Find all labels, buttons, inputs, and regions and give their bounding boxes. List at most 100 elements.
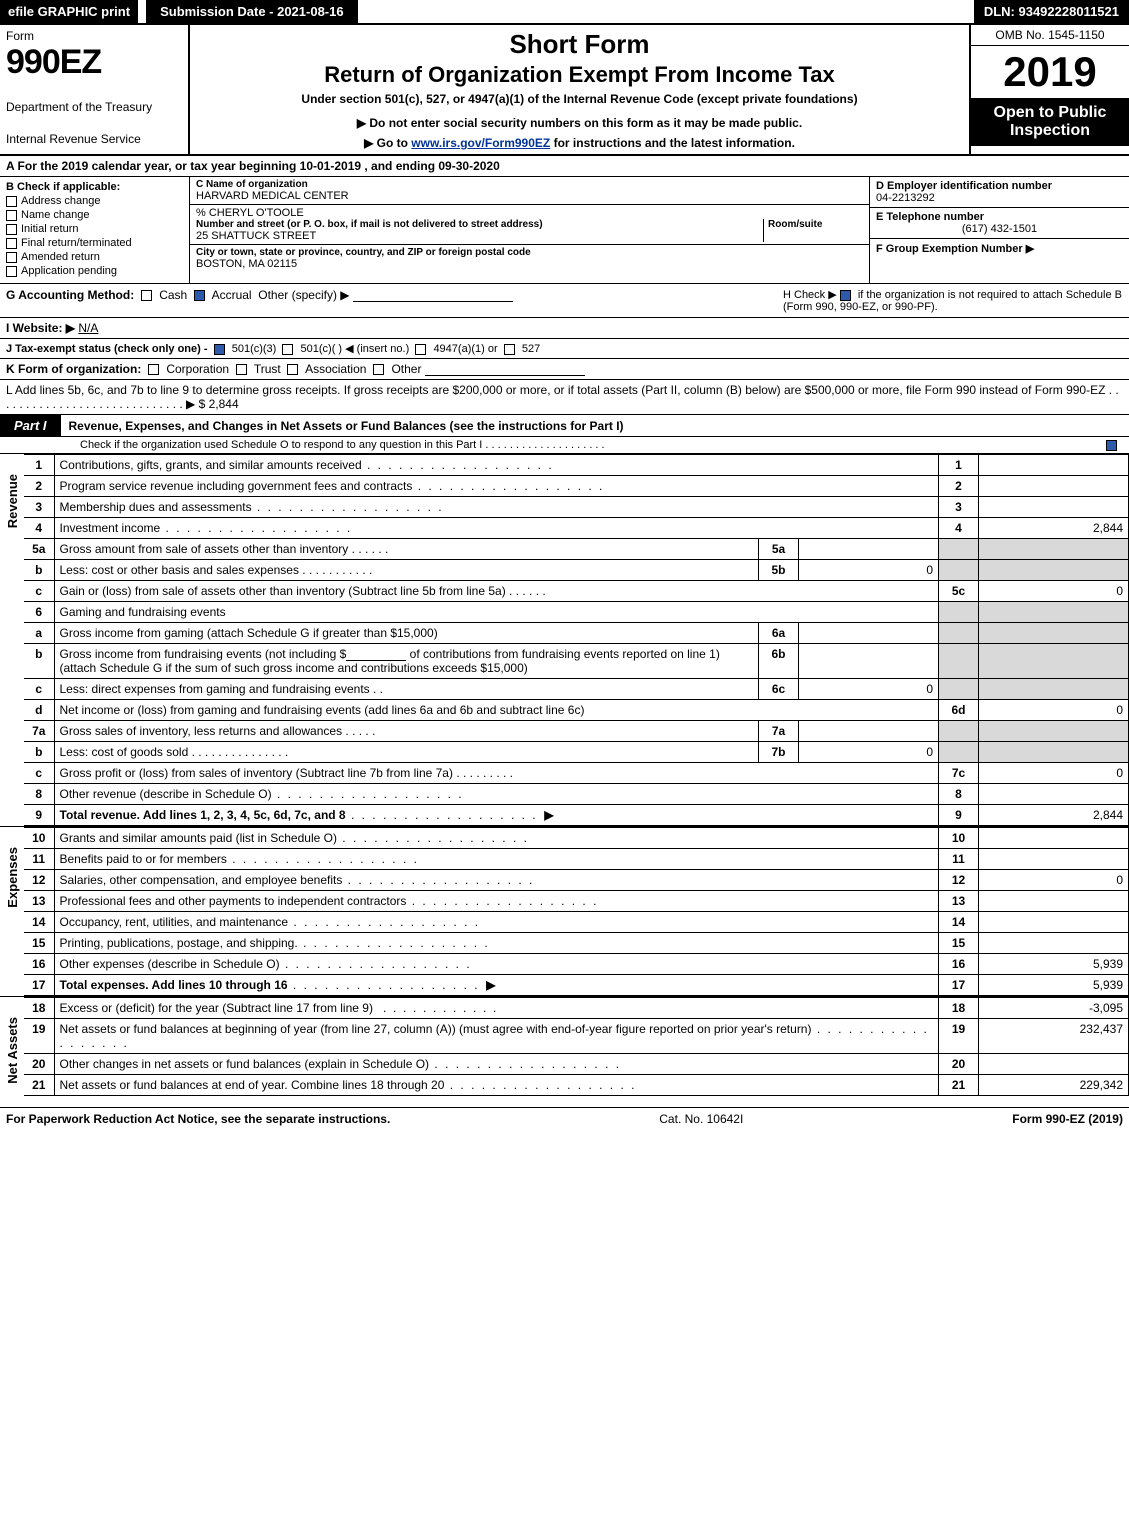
line-5a: 5aGross amount from sale of assets other…	[24, 539, 1129, 560]
line-7b: bLess: cost of goods sold . . . . . . . …	[24, 742, 1129, 763]
open-to-public: Open to Public Inspection	[971, 98, 1129, 146]
line-14: 14Occupancy, rent, utilities, and mainte…	[24, 912, 1129, 933]
chk-application-pending[interactable]: Application pending	[6, 265, 183, 277]
city-label: City or town, state or province, country…	[196, 247, 863, 258]
j-opt4: 527	[522, 343, 540, 355]
part1-header: Part I Revenue, Expenses, and Changes in…	[0, 415, 1129, 437]
line-7a: 7aGross sales of inventory, less returns…	[24, 721, 1129, 742]
instructions-link-row: ▶ Go to www.irs.gov/Form990EZ for instru…	[200, 136, 959, 150]
section-k: K Form of organization: Corporation Trus…	[0, 359, 1129, 380]
line-9: 9Total revenue. Add lines 1, 2, 3, 4, 5c…	[24, 805, 1129, 826]
chk-label: Address change	[21, 195, 101, 207]
line-8: 8Other revenue (describe in Schedule O)8	[24, 784, 1129, 805]
dept-irs: Internal Revenue Service	[6, 132, 182, 146]
dln: DLN: 93492228011521	[974, 0, 1129, 23]
chk-corp[interactable]	[148, 364, 159, 375]
omb-number: OMB No. 1545-1150	[971, 25, 1129, 46]
chk-schedule-o[interactable]	[1106, 440, 1117, 451]
chk-4947[interactable]	[415, 344, 426, 355]
line-2: 2Program service revenue including gover…	[24, 476, 1129, 497]
line-3: 3Membership dues and assessments3	[24, 497, 1129, 518]
other-specify-input[interactable]	[353, 288, 513, 302]
chk-501c3[interactable]	[214, 344, 225, 355]
part1-sub-text: Check if the organization used Schedule …	[80, 439, 605, 451]
j-label: J Tax-exempt status (check only one) -	[6, 343, 208, 355]
chk-cash[interactable]	[141, 290, 152, 301]
g-label: G Accounting Method:	[6, 288, 134, 302]
tax-year-row: A For the 2019 calendar year, or tax yea…	[0, 156, 1129, 177]
chk-501c[interactable]	[282, 344, 293, 355]
part1-tag: Part I	[0, 415, 61, 436]
h-text1: H Check ▶	[783, 289, 837, 301]
chk-other[interactable]	[373, 364, 384, 375]
revenue-side-label: Revenue	[0, 454, 24, 826]
chk-assoc[interactable]	[287, 364, 298, 375]
tax-year: 2019	[971, 46, 1129, 96]
part1-sub: Check if the organization used Schedule …	[0, 437, 1129, 454]
ssn-warning: ▶ Do not enter social security numbers o…	[200, 116, 959, 130]
line-20: 20Other changes in net assets or fund ba…	[24, 1054, 1129, 1075]
line-17: 17Total expenses. Add lines 10 through 1…	[24, 975, 1129, 996]
line-19: 19Net assets or fund balances at beginni…	[24, 1019, 1129, 1054]
k-label: K Form of organization:	[6, 362, 141, 376]
form-label: Form	[6, 29, 182, 43]
line-1: 1Contributions, gifts, grants, and simil…	[24, 455, 1129, 476]
ein-label: D Employer identification number	[876, 180, 1123, 192]
chk-amended-return[interactable]: Amended return	[6, 251, 183, 263]
chk-label: Name change	[21, 209, 90, 221]
group-exemption-label: F Group Exemption Number ▶	[876, 243, 1034, 255]
chk-final-return[interactable]: Final return/terminated	[6, 237, 183, 249]
entity-block: B Check if applicable: Address change Na…	[0, 177, 1129, 284]
line-10: 10Grants and similar amounts paid (list …	[24, 828, 1129, 849]
line-4: 4Investment income42,844	[24, 518, 1129, 539]
submission-date: Submission Date - 2021-08-16	[146, 0, 358, 23]
line-7c: cGross profit or (loss) from sales of in…	[24, 763, 1129, 784]
chk-h[interactable]	[840, 290, 851, 301]
group-exemption-row: F Group Exemption Number ▶	[870, 239, 1129, 258]
efile-label[interactable]: efile GRAPHIC print	[0, 0, 138, 23]
chk-trust[interactable]	[236, 364, 247, 375]
section-g: G Accounting Method: Cash Accrual Other …	[6, 288, 783, 313]
website-value: N/A	[78, 321, 98, 335]
line-6c: cLess: direct expenses from gaming and f…	[24, 679, 1129, 700]
b-heading: B Check if applicable:	[6, 181, 183, 193]
phone-value: (617) 432-1501	[876, 223, 1123, 235]
expenses-section: Expenses 10Grants and similar amounts pa…	[0, 827, 1129, 997]
net-assets-table: 18Excess or (deficit) for the year (Subt…	[24, 997, 1129, 1096]
footer-left: For Paperwork Reduction Act Notice, see …	[6, 1112, 390, 1126]
gh-row: G Accounting Method: Cash Accrual Other …	[0, 284, 1129, 318]
accrual-label: Accrual	[212, 288, 252, 302]
page-footer: For Paperwork Reduction Act Notice, see …	[0, 1108, 1129, 1130]
irs-link[interactable]: www.irs.gov/Form990EZ	[411, 136, 550, 150]
k-opt-corp: Corporation	[166, 362, 229, 376]
chk-label: Amended return	[21, 251, 100, 263]
phone-row: E Telephone number (617) 432-1501	[870, 208, 1129, 239]
line-5c: cGain or (loss) from sale of assets othe…	[24, 581, 1129, 602]
form-id-block: Form 990EZ Department of the Treasury In…	[0, 25, 190, 154]
cash-label: Cash	[159, 288, 187, 302]
form-number: 990EZ	[6, 43, 182, 82]
street: 25 SHATTUCK STREET	[196, 230, 763, 242]
k-opt-assoc: Association	[305, 362, 366, 376]
section-i: I Website: ▶ N/A	[0, 318, 1129, 339]
section-subtitle: Under section 501(c), 527, or 4947(a)(1)…	[200, 92, 959, 106]
phone-label: E Telephone number	[876, 211, 1123, 223]
city-row: City or town, state or province, country…	[190, 245, 869, 272]
line-5b: bLess: cost or other basis and sales exp…	[24, 560, 1129, 581]
chk-accrual[interactable]	[194, 290, 205, 301]
k-other-input[interactable]	[425, 362, 585, 376]
care-of-row: % CHERYL O'TOOLE Number and street (or P…	[190, 205, 869, 245]
j-opt2: 501(c)( ) ◀ (insert no.)	[301, 343, 410, 355]
chk-initial-return[interactable]: Initial return	[6, 223, 183, 235]
form-header: Form 990EZ Department of the Treasury In…	[0, 25, 1129, 156]
revenue-section: Revenue 1Contributions, gifts, grants, a…	[0, 454, 1129, 827]
chk-label: Initial return	[21, 223, 78, 235]
org-name: HARVARD MEDICAL CENTER	[196, 190, 863, 202]
org-name-row: C Name of organization HARVARD MEDICAL C…	[190, 177, 869, 205]
chk-address-change[interactable]: Address change	[6, 195, 183, 207]
chk-name-change[interactable]: Name change	[6, 209, 183, 221]
chk-label: Final return/terminated	[21, 237, 132, 249]
dept-treasury: Department of the Treasury	[6, 100, 182, 114]
chk-527[interactable]	[504, 344, 515, 355]
footer-form: Form 990-EZ (2019)	[1012, 1112, 1123, 1126]
